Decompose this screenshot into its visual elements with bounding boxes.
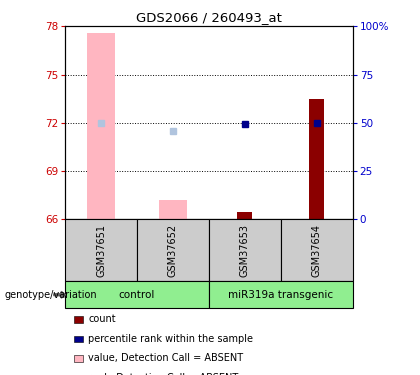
Text: value, Detection Call = ABSENT: value, Detection Call = ABSENT	[88, 354, 243, 363]
Bar	[159, 200, 186, 219]
Bar	[237, 212, 252, 219]
Bar	[65, 219, 137, 281]
Bar	[87, 33, 115, 219]
Text: genotype/variation: genotype/variation	[4, 290, 97, 300]
Text: count: count	[88, 315, 116, 324]
Bar	[209, 219, 281, 281]
Bar	[281, 219, 353, 281]
Text: GSM37652: GSM37652	[168, 224, 178, 277]
Text: rank, Detection Call = ABSENT: rank, Detection Call = ABSENT	[88, 373, 239, 375]
Text: GSM37653: GSM37653	[240, 224, 250, 277]
Text: GSM37654: GSM37654	[312, 224, 322, 277]
Bar	[137, 219, 209, 281]
Text: miR319a transgenic: miR319a transgenic	[228, 290, 333, 300]
Bar	[209, 281, 353, 308]
Text: control: control	[119, 290, 155, 300]
Bar	[65, 281, 209, 308]
Bar	[309, 99, 324, 219]
Text: percentile rank within the sample: percentile rank within the sample	[88, 334, 253, 344]
Text: GSM37651: GSM37651	[96, 224, 106, 277]
Title: GDS2066 / 260493_at: GDS2066 / 260493_at	[136, 11, 282, 24]
